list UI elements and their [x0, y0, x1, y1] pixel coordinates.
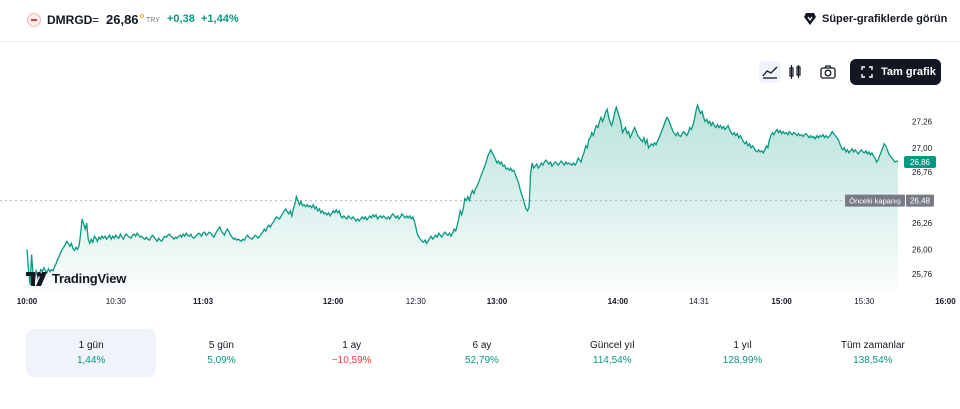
- supercharts-link[interactable]: Süper-grafiklerde görün: [822, 13, 948, 25]
- symbol-name[interactable]: DMRGD: [47, 13, 93, 27]
- price-line: [26, 103, 899, 285]
- fullscreen-chart-button[interactable]: Tam grafik: [850, 59, 941, 85]
- period-change: 5,09%: [207, 355, 236, 366]
- y-tick-label: 27,26: [912, 117, 933, 126]
- symbol-header: DMRGD = 26,86 TRY +0,38 +1,44% Süper-gra…: [0, 0, 960, 42]
- last-price: 26,86: [106, 12, 139, 27]
- period-label: Tüm zamanlar: [840, 340, 905, 351]
- y-tick-label: 25,76: [912, 270, 933, 279]
- candles-button[interactable]: [784, 61, 806, 83]
- tradingview-wordmark: TradingView: [52, 271, 127, 286]
- fullscreen-label: Tam grafik: [881, 66, 936, 78]
- previous-close-text: Önceki kapanış: [849, 197, 901, 206]
- x-tick-label: 12:00: [323, 297, 344, 306]
- previous-close-marker: [906, 194, 934, 207]
- period-tab[interactable]: Güncel yıl 114,54%: [547, 329, 677, 377]
- period-tab[interactable]: 6 ay 52,79%: [417, 329, 547, 377]
- y-tick-label: 26,00: [912, 245, 933, 254]
- x-tick-label: 13:00: [487, 297, 508, 306]
- x-tick-label: 15:00: [771, 297, 792, 306]
- fullscreen-icon: [861, 66, 873, 78]
- y-tick-label: 26,76: [912, 168, 933, 177]
- period-change: 1,44%: [76, 355, 106, 366]
- area-chart-button[interactable]: [759, 61, 781, 83]
- period-change: 114,54%: [592, 355, 632, 366]
- period-tab[interactable]: 1 gün 1,44%: [26, 329, 157, 377]
- period-tabs: 1 gün 1,44% 5 gün 5,09% 1 ay −10,59% 6 ay 52,79…: [26, 329, 938, 377]
- period-change: 138,54%: [853, 355, 893, 366]
- period-change: 52,79%: [465, 355, 499, 366]
- period-label: 1 gün: [78, 340, 104, 351]
- x-tick-label: 16:00: [935, 297, 956, 306]
- y-tick-label: 27,00: [912, 144, 933, 153]
- period-tab[interactable]: 1 yıl 128,99%: [677, 329, 807, 377]
- currency-label: TRY: [146, 17, 160, 24]
- period-tab[interactable]: 5 gün 5,09%: [156, 329, 286, 377]
- x-tick-label: 10:30: [106, 297, 127, 306]
- period-change: −10,59%: [331, 355, 372, 366]
- current-price-label: 26,86: [910, 158, 931, 167]
- period-label: 1 ay: [342, 340, 362, 351]
- price-chart[interactable]: 27,26 27,00 26,76 26,26 26,00 25,76 10:00 10:3…: [0, 90, 960, 312]
- period-label: 6 ay: [472, 340, 492, 351]
- x-tick-label: 14:00: [608, 297, 629, 306]
- snapshot-button[interactable]: [817, 61, 839, 83]
- area-chart-icon: [762, 66, 778, 79]
- period-tab[interactable]: 1 ay −10,59%: [287, 329, 417, 377]
- market-status-icon: [140, 14, 144, 18]
- tradingview-watermark: TradingView: [26, 271, 126, 286]
- supercharts-icon[interactable]: [803, 12, 817, 26]
- price-change: +0,38: [167, 13, 195, 25]
- previous-close-value: 26,48: [910, 197, 931, 206]
- period-change: 128,99%: [722, 355, 763, 366]
- y-tick-label: 26,26: [912, 219, 933, 228]
- equals-sign: =: [92, 13, 100, 27]
- period-label: 5 gün: [208, 340, 234, 351]
- x-tick-label: 12:30: [406, 297, 427, 306]
- x-tick-label: 15:30: [854, 297, 875, 306]
- price-area-fill: [27, 105, 898, 290]
- company-logo: [27, 13, 41, 27]
- period-tab[interactable]: Tüm zamanlar 138,54%: [808, 329, 938, 377]
- x-tick-label: 11:03: [193, 297, 214, 306]
- period-label: 1 yıl: [733, 340, 752, 351]
- camera-icon: [820, 65, 836, 79]
- x-tick-label: 10:00: [17, 297, 38, 306]
- tradingview-logo-icon: [26, 271, 47, 286]
- price-change-percent: +1,44%: [201, 13, 239, 25]
- current-price-marker: [904, 156, 936, 169]
- previous-close-tag: [845, 194, 905, 207]
- candles-icon: [789, 65, 801, 79]
- x-tick-label: 14:31: [689, 297, 710, 306]
- period-label: Güncel yıl: [590, 340, 635, 351]
